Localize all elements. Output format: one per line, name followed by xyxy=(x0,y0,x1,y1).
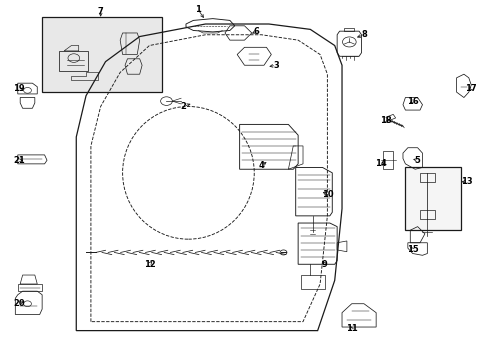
Text: 9: 9 xyxy=(322,260,327,269)
Text: 20: 20 xyxy=(13,299,25,308)
Text: 16: 16 xyxy=(406,96,418,105)
Text: 12: 12 xyxy=(143,260,155,269)
Text: 1: 1 xyxy=(195,5,201,14)
Text: 3: 3 xyxy=(273,61,279,70)
Text: 17: 17 xyxy=(465,84,476,93)
FancyBboxPatch shape xyxy=(42,17,161,92)
Text: 5: 5 xyxy=(414,156,420,165)
Text: 4: 4 xyxy=(258,161,264,170)
Text: 2: 2 xyxy=(180,102,186,111)
Text: 19: 19 xyxy=(13,84,25,93)
Text: 8: 8 xyxy=(360,30,366,39)
Text: 11: 11 xyxy=(345,324,357,333)
Text: 6: 6 xyxy=(253,27,259,36)
Text: 15: 15 xyxy=(406,246,418,255)
Text: 13: 13 xyxy=(460,177,471,186)
Text: 14: 14 xyxy=(374,159,386,168)
Text: 21: 21 xyxy=(13,156,25,165)
FancyBboxPatch shape xyxy=(405,167,461,230)
Text: 10: 10 xyxy=(321,190,332,199)
Text: 18: 18 xyxy=(379,116,391,125)
Text: 7: 7 xyxy=(98,7,103,16)
